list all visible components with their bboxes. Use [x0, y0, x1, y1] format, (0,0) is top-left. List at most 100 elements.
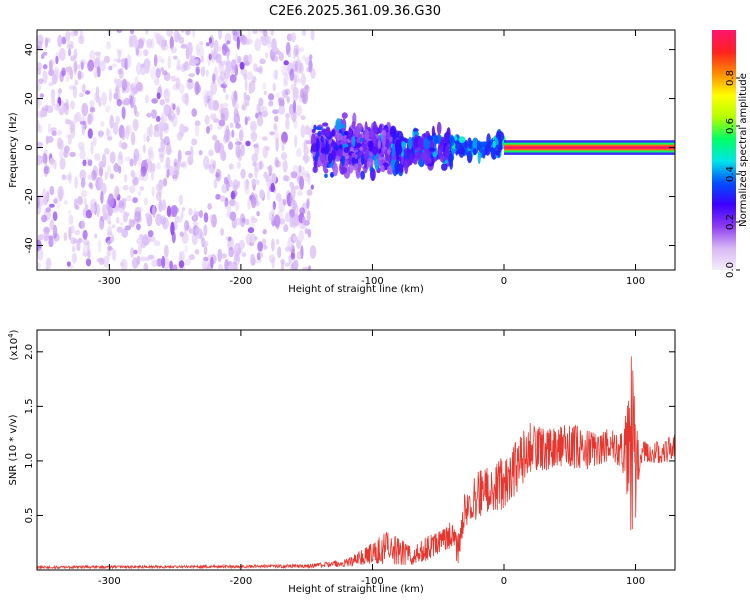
spectrogram-cell	[39, 93, 44, 98]
spectrogram-cell	[156, 258, 163, 267]
spectrogram-cell	[161, 255, 166, 269]
spectrogram-cell	[122, 185, 129, 191]
spectrogram-cell	[319, 150, 326, 164]
spectrogram-cell	[116, 58, 122, 63]
spectrogram-cell	[37, 98, 41, 110]
spectrogram-cell	[351, 120, 356, 130]
spectrogram-cell	[272, 69, 278, 80]
spectrogram-cell	[37, 141, 43, 148]
spectrogram-cell	[283, 224, 289, 233]
spectrogram-cell	[130, 247, 135, 258]
spectrogram-cell	[195, 43, 200, 57]
spectrogram-cell	[198, 150, 203, 156]
spectrogram-cell	[58, 47, 66, 61]
spectrogram-cell	[38, 94, 43, 106]
spectrogram-cell	[212, 134, 218, 141]
spectrogram-cell	[163, 104, 171, 115]
spectrogram-ytick-label: 0	[24, 144, 35, 150]
spectrogram-cell	[256, 211, 260, 217]
spectrogram-cell	[312, 165, 318, 174]
spectrogram-cell	[155, 32, 161, 45]
spectrogram-cell	[466, 150, 473, 164]
spectrogram-cell	[81, 219, 86, 230]
spectrogram-cell	[66, 75, 70, 82]
spectrogram-cell	[255, 112, 259, 119]
spectrogram-cell	[267, 187, 271, 201]
spectrogram-cell	[248, 172, 253, 179]
spectrogram-cell	[231, 129, 235, 138]
spectrogram-cell	[121, 142, 128, 150]
spectrogram-cell	[98, 257, 105, 265]
spectrogram-cell	[37, 262, 42, 270]
spectrogram-cell	[289, 266, 295, 270]
spectrogram-cell	[55, 55, 59, 65]
spectrogram-cell	[293, 203, 299, 216]
spectrogram-cell	[241, 104, 246, 111]
spectrogram-cell	[210, 256, 214, 269]
spectrogram-cell	[88, 112, 94, 123]
spectrogram-cell	[121, 130, 126, 141]
spectrogram-cell	[58, 150, 64, 159]
spectrogram-cell	[282, 174, 289, 182]
spectrogram-cell	[98, 221, 105, 230]
spectrogram-cell	[195, 66, 200, 76]
spectrogram-cell	[343, 147, 350, 153]
spectrogram-cell	[70, 55, 76, 62]
spectrogram-cell	[228, 263, 234, 270]
spectrogram-cell	[286, 98, 290, 104]
spectrogram-cell	[268, 100, 274, 107]
spectrogram-cell	[333, 144, 340, 151]
spectrogram-cell	[432, 152, 437, 158]
spectrogram-cell	[413, 128, 419, 133]
spectrogram-cell	[194, 226, 201, 239]
spectrogram-cell	[315, 138, 320, 152]
spectrogram-cell	[267, 41, 273, 49]
snr-xtick-label: -200	[230, 576, 253, 587]
spectrogram-cell	[454, 140, 461, 150]
spectrogram-cell	[287, 52, 292, 58]
spectrogram-cell	[37, 195, 40, 209]
spectrogram-cell	[310, 30, 315, 41]
spectrogram-cell	[71, 252, 77, 264]
spectrogram-cell	[52, 224, 58, 239]
spectrogram-cell	[270, 182, 275, 192]
spectrogram-cell	[327, 152, 333, 164]
spectrogram-cell	[292, 164, 299, 173]
spectrogram-cell	[111, 224, 116, 229]
spectrogram-cell	[254, 38, 262, 51]
spectrogram-cell	[74, 79, 79, 86]
spectrogram-cell	[48, 59, 55, 68]
spectrogram-cell	[49, 203, 55, 208]
spectrogram-cell	[440, 155, 445, 163]
spectrogram-cell	[192, 221, 199, 227]
spectrogram-cell	[290, 32, 296, 43]
spectrogram-cell	[222, 102, 229, 108]
spectrogram-cell	[45, 135, 50, 145]
spectrogram-cell	[336, 132, 343, 141]
spectrogram-cell	[255, 179, 260, 185]
spectrogram-cell	[136, 238, 141, 245]
spectrogram-cell	[45, 258, 52, 267]
spectrogram-cell	[289, 68, 295, 82]
spectrogram-cell	[379, 164, 385, 172]
spectrogram-cell	[280, 258, 286, 265]
spectrogram-cell	[73, 62, 78, 75]
spectrogram-cell	[43, 226, 50, 234]
spectrogram-cell	[97, 130, 104, 137]
spectrogram-cell	[302, 55, 306, 61]
spectrogram-cell	[172, 174, 178, 179]
colorbar: 0.0 0.2 0.4 0.6 0.8 Normalized spectral ampl…	[712, 30, 749, 278]
spectrogram-cell	[203, 224, 208, 237]
spectrogram-cell	[436, 121, 442, 136]
spectrogram-cell	[90, 141, 94, 155]
spectrogram-cell	[61, 174, 66, 181]
spectrogram-cell	[165, 156, 171, 169]
spectrogram-cell	[126, 54, 132, 69]
spectrogram-cell	[255, 258, 262, 264]
snr-xtick-label: 100	[626, 576, 645, 587]
spectrogram-cell	[65, 66, 71, 73]
spectrogram-cell	[48, 82, 54, 87]
spectrogram-cell	[130, 131, 136, 146]
spectrogram-cell	[149, 123, 153, 138]
spectrogram-cell	[290, 185, 296, 199]
